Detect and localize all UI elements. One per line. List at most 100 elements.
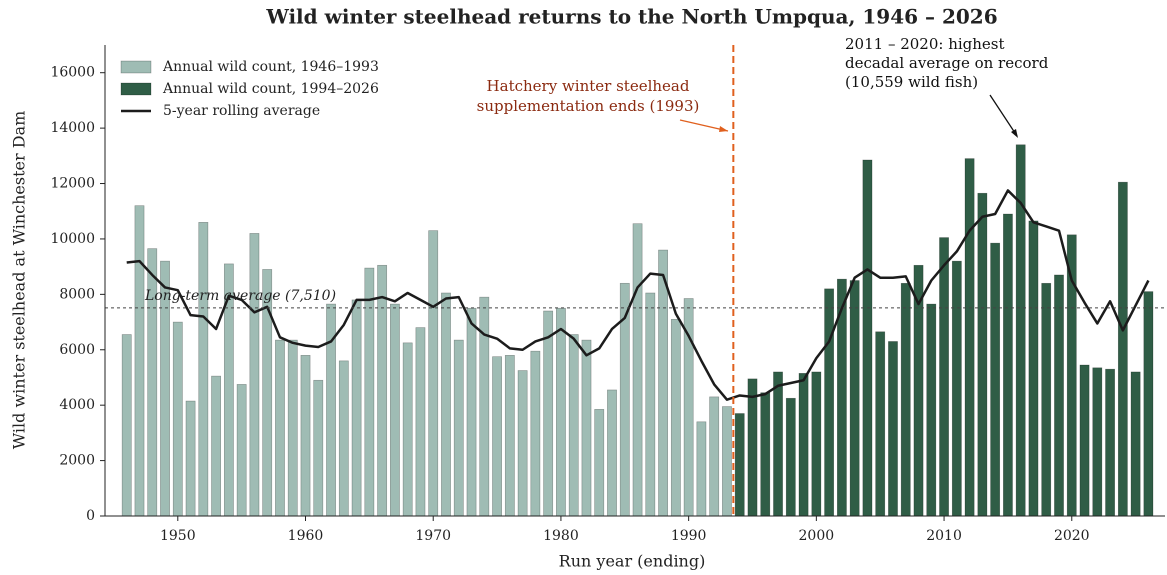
bar (390, 303, 400, 517)
annotation-text: Hatchery winter steelhead (487, 77, 690, 95)
legend-swatch (120, 82, 152, 96)
bar (849, 280, 860, 517)
bar (1117, 181, 1128, 517)
bar (1003, 213, 1013, 517)
bar (607, 389, 617, 517)
bar (466, 307, 477, 517)
bar (581, 339, 592, 517)
y-tick-label: 12000 (50, 176, 95, 192)
legend-swatch (120, 60, 152, 74)
rolling-average-line (126, 189, 1150, 401)
x-tick-label: 1950 (160, 528, 196, 544)
bar (785, 397, 796, 517)
bar (1105, 368, 1115, 517)
bar (338, 360, 349, 517)
bar (1028, 220, 1039, 517)
bar (594, 409, 605, 517)
bar (517, 370, 528, 517)
bar (709, 396, 720, 517)
bar (453, 339, 464, 517)
y-tick-label: 8000 (59, 286, 95, 302)
y-tick-label: 14000 (50, 120, 95, 136)
annotation-text: (10,559 wild fish) (845, 73, 978, 91)
y-tick-label: 4000 (59, 397, 95, 413)
bar (747, 378, 758, 517)
bar (670, 318, 681, 517)
bar (773, 371, 783, 517)
reference-label: Long-term average (7,510) (144, 288, 336, 304)
bar (492, 356, 502, 517)
annotation-text: 2011 – 2020: highest (845, 35, 1005, 53)
bar (377, 264, 388, 517)
bar (900, 282, 911, 517)
bar (1079, 364, 1090, 517)
bar (479, 296, 490, 517)
y-tick-label: 16000 (50, 65, 95, 81)
bar (734, 413, 745, 517)
x-tick-label: 2020 (1054, 528, 1090, 544)
bar (300, 355, 311, 517)
bar (1130, 371, 1141, 517)
bar (530, 350, 541, 517)
bar (951, 260, 962, 517)
x-tick-label: 2000 (799, 528, 835, 544)
bar (875, 331, 886, 517)
x-tick-label: 1960 (288, 528, 324, 544)
bar (862, 159, 873, 517)
bar (926, 303, 937, 517)
bar (185, 400, 196, 517)
bar (696, 421, 707, 517)
bar (1092, 367, 1103, 517)
x-tick-label: 1970 (415, 528, 451, 544)
bar (172, 321, 183, 517)
bar (658, 249, 668, 517)
bar (313, 379, 324, 517)
y-axis-label: Wild winter steelhead at Winchester Dam (10, 111, 29, 450)
bar (632, 223, 643, 517)
y-tick-label: 0 (86, 508, 95, 524)
bar (134, 205, 145, 517)
bar (964, 158, 975, 517)
bar (287, 339, 298, 517)
annotation-text: decadal average on record (845, 54, 1049, 72)
bar (249, 233, 260, 517)
bar (977, 192, 988, 517)
bar (364, 267, 375, 517)
bar (798, 373, 809, 517)
bar (568, 334, 579, 517)
bar (415, 327, 426, 517)
bar (1041, 282, 1052, 517)
legend-label: Annual wild count, 1946–1993 (162, 59, 379, 75)
bar (351, 299, 362, 517)
bar (1054, 274, 1064, 517)
y-tick-label: 6000 (59, 342, 95, 358)
y-tick-label: 2000 (59, 453, 95, 469)
bar (645, 292, 656, 517)
annotation-text: supplementation ends (1993) (477, 97, 700, 115)
bar (504, 355, 515, 517)
bar (121, 334, 132, 517)
arrow-head (1011, 129, 1018, 138)
x-tick-label: 1980 (543, 528, 579, 544)
x-axis-label: Run year (ending) (559, 552, 706, 571)
bar (760, 392, 771, 517)
bar (198, 222, 209, 517)
bar (543, 310, 554, 517)
legend-label: 5-year rolling average (163, 103, 320, 119)
annotation-arrow (989, 94, 1018, 137)
bar (888, 341, 898, 517)
bar (428, 230, 439, 517)
bar (722, 406, 732, 517)
legend-label: Annual wild count, 1994–2026 (162, 81, 379, 97)
bar (236, 384, 247, 517)
arrow-head (719, 126, 728, 132)
y-tick-label: 10000 (50, 231, 95, 247)
bar (556, 307, 566, 517)
bar (275, 339, 285, 517)
bar (441, 292, 451, 517)
x-tick-label: 1990 (671, 528, 707, 544)
bar (824, 288, 835, 517)
chart-title: Wild winter steelhead returns to the Nor… (265, 5, 997, 29)
bar (990, 242, 1001, 517)
